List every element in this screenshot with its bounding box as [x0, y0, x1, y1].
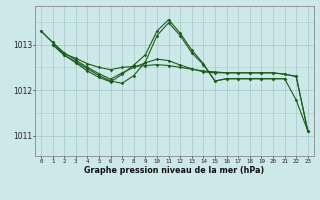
X-axis label: Graphe pression niveau de la mer (hPa): Graphe pression niveau de la mer (hPa)	[84, 166, 265, 175]
